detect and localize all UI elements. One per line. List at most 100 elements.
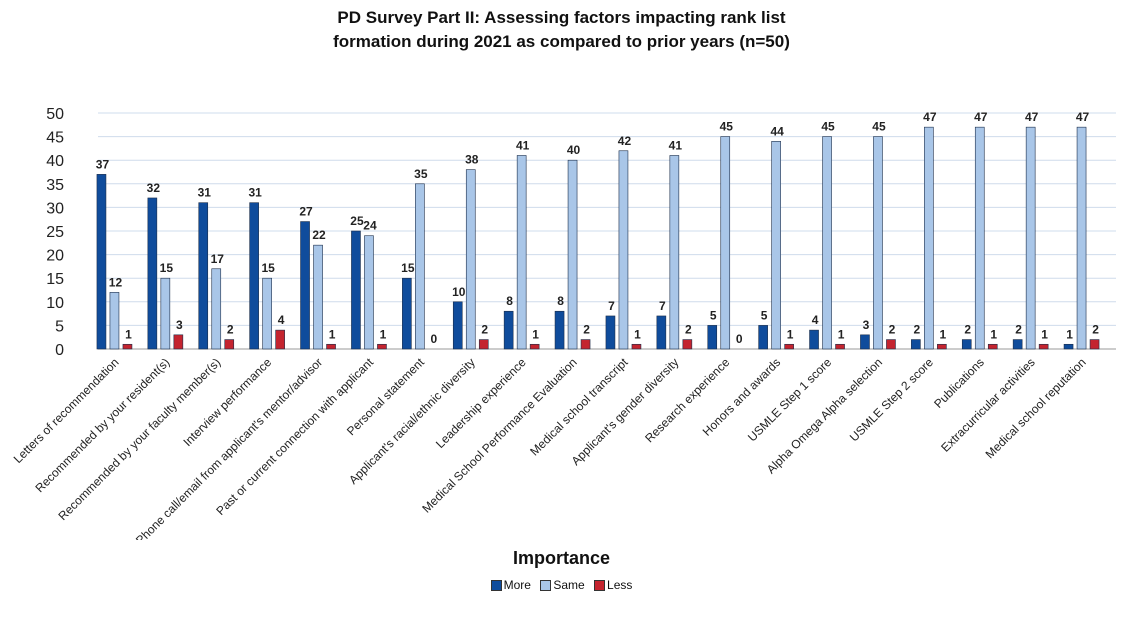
data-label: 47 <box>1025 110 1039 124</box>
y-tick-label: 35 <box>46 177 64 194</box>
chart-title: PD Survey Part II: Assessing factors imp… <box>0 6 1123 54</box>
legend-item-less: Less <box>594 578 632 592</box>
bar-same <box>1076 126 1087 350</box>
bar-less <box>173 334 184 350</box>
data-label: 2 <box>914 323 921 337</box>
bar-more <box>605 315 616 350</box>
bar-more <box>1012 339 1023 350</box>
data-label: 2 <box>481 323 488 337</box>
chart-title-line-2: formation during 2021 as compared to pri… <box>333 32 790 51</box>
x-tick-label: Extracurricular activities <box>938 355 1037 454</box>
bar-more <box>911 339 921 350</box>
bar-more <box>656 315 667 350</box>
data-label: 2 <box>583 323 590 337</box>
data-label: 1 <box>940 327 947 341</box>
data-label: 15 <box>160 261 174 275</box>
data-label: 1 <box>634 327 641 341</box>
data-label: 40 <box>567 143 581 157</box>
y-tick-label: 50 <box>46 106 64 123</box>
data-label: 37 <box>96 157 110 171</box>
bar-same <box>364 235 374 350</box>
data-label: 25 <box>350 214 364 228</box>
data-label: 47 <box>923 110 937 124</box>
bar-less <box>224 339 235 350</box>
bar-same <box>567 159 578 350</box>
bar-less <box>478 339 489 350</box>
x-tick-label: Applicant's gender diversity <box>569 355 682 468</box>
bar-same <box>160 277 171 350</box>
data-label: 1 <box>532 327 539 341</box>
x-tick-label: Interview performance <box>180 355 274 449</box>
data-label: 7 <box>608 299 615 313</box>
y-tick-label: 30 <box>46 200 64 217</box>
data-label: 2 <box>1015 323 1022 337</box>
data-label: 1 <box>329 327 336 341</box>
bar-same <box>465 169 476 350</box>
bar-more <box>198 202 209 350</box>
bar-more <box>758 325 768 350</box>
data-label: 47 <box>974 110 988 124</box>
data-label: 41 <box>669 138 683 152</box>
bar-more <box>249 202 259 350</box>
bar-less <box>682 339 693 350</box>
data-label: 4 <box>278 313 285 327</box>
legend-label-same: Same <box>553 578 585 592</box>
bar-more <box>554 310 565 350</box>
bar-same <box>211 268 222 350</box>
legend-swatch-more <box>490 580 502 592</box>
x-tick-label: Medical school transcript <box>527 355 631 459</box>
bar-more <box>402 277 412 350</box>
bar-same <box>720 136 731 350</box>
x-tick-label: Letters of recommendation <box>11 355 122 466</box>
bar-same <box>618 150 629 350</box>
bar-more <box>1063 343 1074 350</box>
x-tick-label: Publications <box>931 355 987 411</box>
data-label: 27 <box>299 205 313 219</box>
x-tick-label: Leadership experience <box>433 355 529 451</box>
data-label: 15 <box>401 261 415 275</box>
bar-more <box>961 339 972 350</box>
data-label: 45 <box>872 120 886 134</box>
x-tick-label: Phone call/email from applicant's mentor… <box>133 355 325 540</box>
data-label: 1 <box>125 327 132 341</box>
bar-less <box>1038 343 1049 350</box>
data-label: 22 <box>312 228 326 242</box>
y-tick-label: 0 <box>55 342 64 359</box>
legend-swatch-same <box>540 580 552 592</box>
data-label: 47 <box>1076 110 1090 124</box>
data-label: 42 <box>618 134 632 148</box>
data-label: 8 <box>557 294 564 308</box>
data-label: 12 <box>109 275 123 289</box>
data-label: 7 <box>659 299 666 313</box>
bar-less <box>886 339 896 350</box>
data-label: 41 <box>516 138 530 152</box>
bar-more <box>96 174 107 350</box>
bar-same <box>822 136 832 350</box>
data-label: 45 <box>821 120 835 134</box>
data-label: 5 <box>761 308 768 322</box>
bar-more <box>503 310 514 350</box>
data-label: 31 <box>248 186 262 200</box>
legend-title: Importance <box>512 548 611 568</box>
data-label: 8 <box>506 294 513 308</box>
legend: More Same Less <box>0 578 1123 592</box>
data-label: 1 <box>1066 327 1073 341</box>
data-label: 31 <box>198 186 212 200</box>
bar-same <box>873 136 883 350</box>
chart-title-line-1: PD Survey Part II: Assessing factors imp… <box>337 8 786 27</box>
bar-less <box>835 343 845 350</box>
bar-more <box>300 221 310 350</box>
data-label: 24 <box>363 219 377 233</box>
bar-less <box>529 343 540 350</box>
legend-label-more: More <box>503 578 531 592</box>
y-tick-label: 25 <box>46 224 64 241</box>
data-label: 1 <box>380 327 387 341</box>
y-tick-label: 20 <box>46 248 64 265</box>
bar-less <box>987 343 998 350</box>
legend-item-same: Same <box>540 578 585 592</box>
data-label: 1 <box>1041 327 1048 341</box>
data-label: 15 <box>261 261 275 275</box>
data-label: 3 <box>863 318 870 332</box>
bar-less <box>1089 339 1100 350</box>
